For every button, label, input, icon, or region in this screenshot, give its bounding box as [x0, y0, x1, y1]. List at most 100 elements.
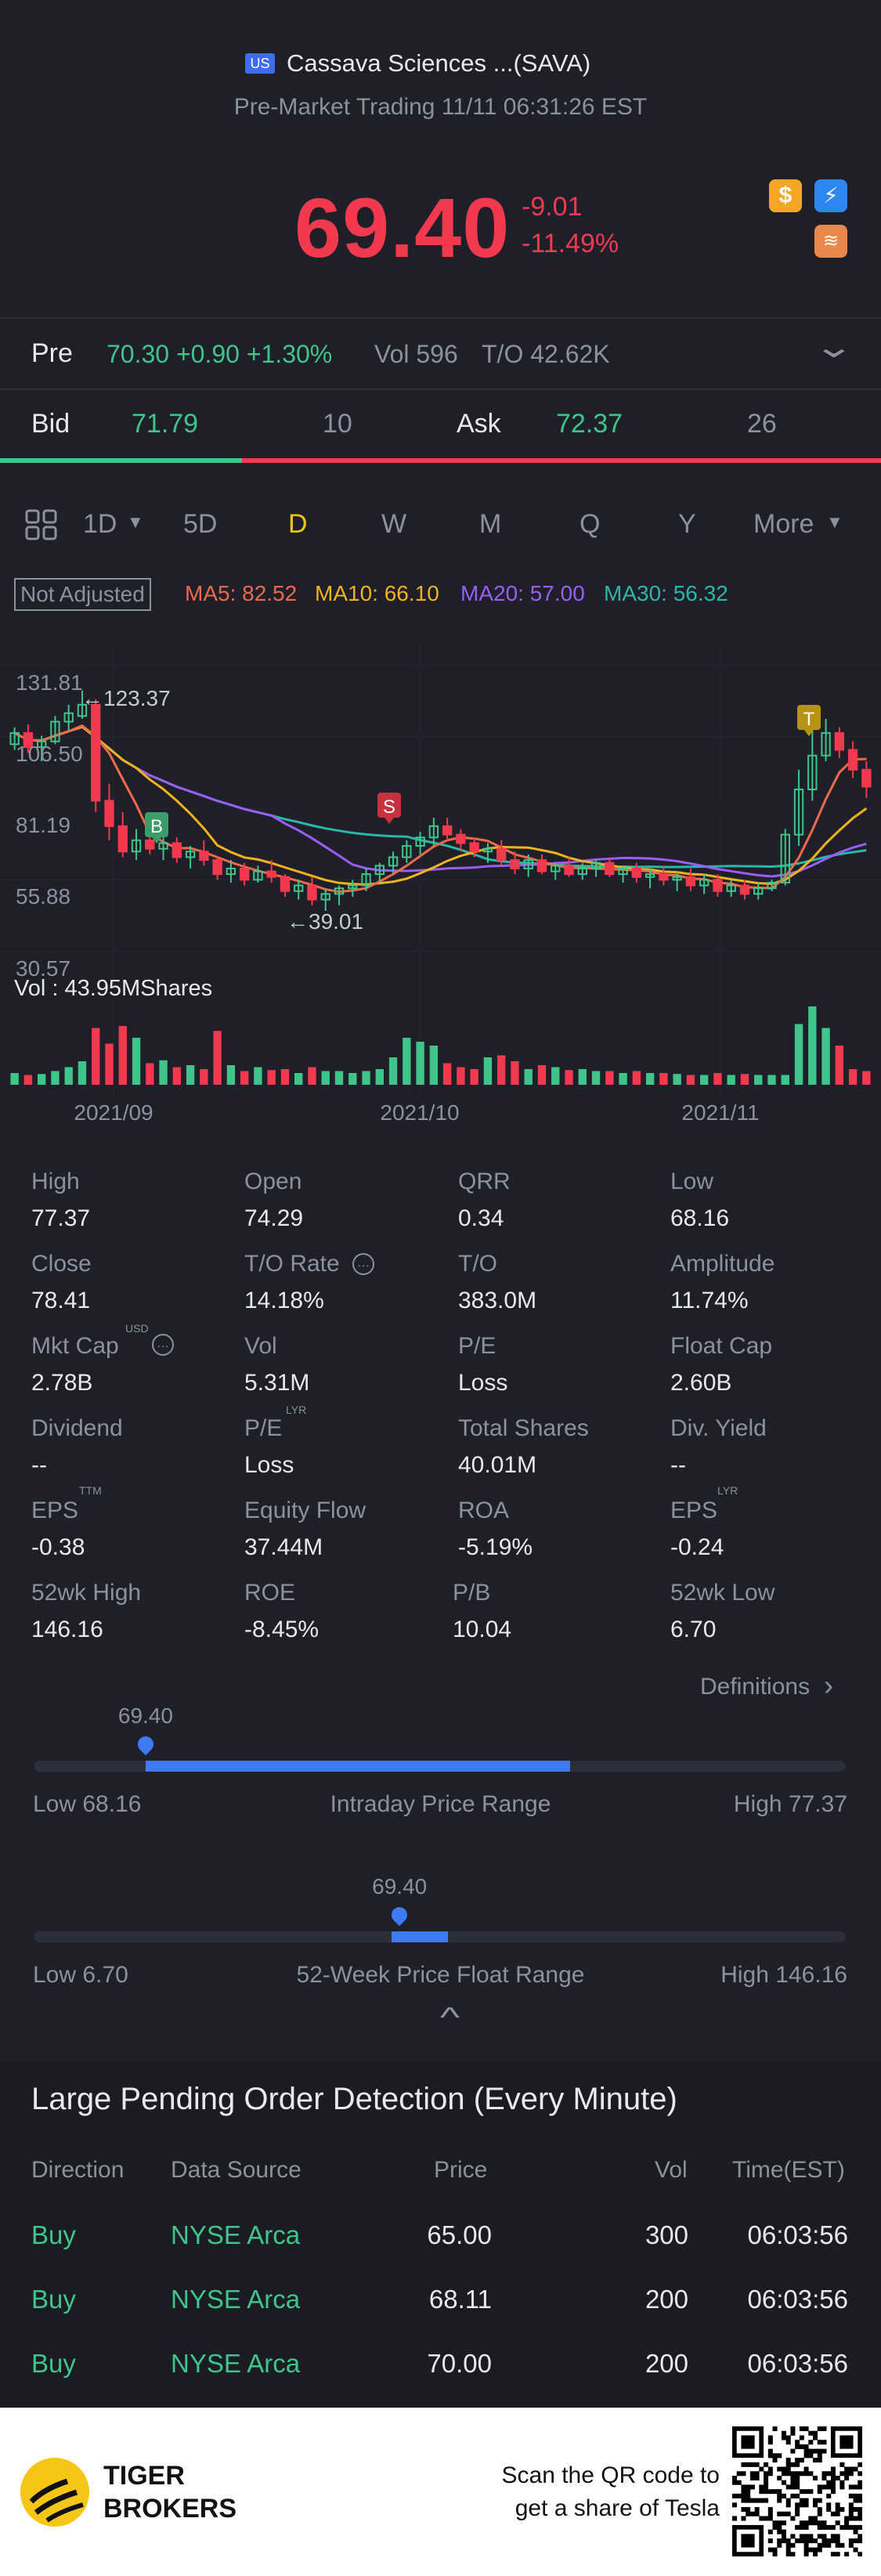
stat-value: 6.70 — [670, 1617, 717, 1642]
qr-code[interactable] — [732, 2426, 863, 2557]
definitions-link[interactable]: Definitions — [700, 1674, 811, 1700]
candle — [172, 837, 182, 863]
candle — [158, 834, 168, 861]
market-badge: US — [245, 53, 275, 74]
candle — [659, 865, 669, 886]
stat-value: 74.29 — [244, 1205, 304, 1231]
candle — [780, 829, 790, 886]
volume-bar — [754, 1075, 763, 1085]
range-marker-value: 69.40 — [117, 1703, 173, 1728]
candle — [713, 874, 723, 897]
candle — [280, 874, 291, 897]
candle — [482, 843, 493, 863]
more-dropdown-icon[interactable]: ▼ — [826, 512, 843, 532]
candle — [767, 880, 777, 891]
stat-value: 0.34 — [458, 1205, 504, 1231]
range-fill — [391, 1931, 449, 1942]
ma20-label: MA20: 57.00 — [460, 581, 585, 605]
volume-bar — [186, 1065, 195, 1085]
adjust-button[interactable]: Not Adjusted — [14, 578, 151, 611]
stock-title[interactable]: Cassava Sciences ...(SAVA) — [287, 49, 591, 77]
t-marker[interactable]: T — [797, 705, 821, 736]
range-marker-value: 69.40 — [372, 1874, 428, 1899]
range-fill — [145, 1761, 570, 1772]
volume-bar — [132, 1038, 141, 1085]
tab-more[interactable]: More — [753, 509, 814, 539]
stat-superscript: LYR — [286, 1404, 307, 1416]
candle — [847, 741, 858, 779]
stat-label: EPS — [670, 1498, 718, 1523]
bid-size: 10 — [323, 409, 352, 439]
tab-1d-dropdown-icon[interactable]: ▼ — [127, 512, 144, 532]
chevron-down-icon[interactable]: ⌄ — [812, 330, 855, 364]
tab-1d[interactable]: 1D — [83, 509, 117, 539]
tab-w[interactable]: W — [381, 509, 407, 539]
stat-label: Total Shares — [458, 1415, 589, 1441]
tab-m[interactable]: M — [479, 509, 502, 539]
last-price: 69.40 — [294, 180, 511, 275]
stat-label: P/E — [458, 1333, 496, 1359]
volume-bar — [308, 1067, 316, 1085]
stat-value: -5.19% — [458, 1534, 533, 1560]
stat-superscript: USD — [125, 1322, 149, 1335]
volume-bar — [280, 1069, 290, 1085]
volume-bar — [524, 1069, 533, 1085]
chart-type-icon[interactable] — [25, 509, 58, 540]
volume-bar — [64, 1067, 73, 1085]
candle — [91, 699, 101, 812]
stat-value: 77.37 — [31, 1205, 91, 1231]
candle — [469, 837, 479, 858]
dollar-icon[interactable]: $ — [769, 179, 802, 212]
collapse-icon[interactable]: ^ — [439, 2001, 460, 2033]
volume-bar — [105, 1043, 114, 1085]
order-cell: 200 — [645, 2285, 688, 2314]
x-tick-label: 2021/09 — [74, 1100, 153, 1125]
location-pin-icon — [388, 1903, 411, 1927]
candle — [63, 704, 74, 731]
stat-superscript: LYR — [717, 1484, 738, 1497]
buy-marker[interactable]: B — [145, 812, 168, 844]
tab-q[interactable]: Q — [580, 509, 601, 539]
volume-bar — [37, 1074, 46, 1085]
candle — [631, 862, 642, 883]
tab-5d[interactable]: 5D — [183, 509, 218, 539]
candle — [564, 857, 574, 877]
y-tick-label: 55.88 — [16, 884, 70, 909]
volume-bar — [673, 1074, 681, 1085]
brand-line2: BROKERS — [103, 2494, 237, 2524]
price-chart[interactable]: 131.81 106.50 81.19 55.88 30.57 2021/09 2021/… — [0, 642, 881, 1128]
candle — [307, 876, 317, 905]
volume-bar — [321, 1071, 330, 1085]
stat-label: Float Cap — [670, 1333, 773, 1359]
stat-label: Mkt Cap — [31, 1333, 119, 1359]
bid-share-bar — [0, 458, 243, 463]
candle — [131, 829, 142, 861]
x-tick-label: 2021/10 — [380, 1100, 459, 1125]
volume-bar — [213, 1031, 222, 1085]
range-low: Low 68.16 — [33, 1791, 142, 1817]
order-cell: NYSE Arca — [171, 2220, 301, 2249]
info-icon[interactable]: … — [152, 1334, 174, 1356]
info-icon[interactable]: … — [352, 1253, 374, 1275]
education-icon[interactable]: ≋ — [814, 225, 847, 258]
volume-bar — [78, 1061, 87, 1085]
chevron-right-icon[interactable]: › — [824, 1669, 833, 1701]
footer: TIGER BROKERS Scan the QR code to get a … — [0, 2408, 881, 2576]
candle — [442, 818, 453, 840]
stat-label: Amplitude — [670, 1251, 775, 1277]
volume-bar — [92, 1028, 100, 1085]
tab-y[interactable]: Y — [678, 509, 696, 539]
stat-label: ROA — [458, 1498, 510, 1523]
stat-value: Loss — [244, 1452, 294, 1478]
range-high: High 146.16 — [720, 1962, 847, 1988]
flash-icon[interactable]: ⚡ — [814, 179, 847, 212]
volume-bar — [388, 1057, 398, 1085]
volume-bar — [713, 1073, 722, 1085]
orders-title: Large Pending Order Detection (Every Min… — [31, 2082, 677, 2116]
volume-bar — [835, 1046, 844, 1085]
range-title: Intraday Price Range — [330, 1791, 551, 1817]
sell-marker[interactable]: S — [377, 793, 401, 824]
candle — [117, 811, 128, 858]
candle — [834, 727, 845, 759]
tab-d[interactable]: D — [288, 509, 308, 539]
